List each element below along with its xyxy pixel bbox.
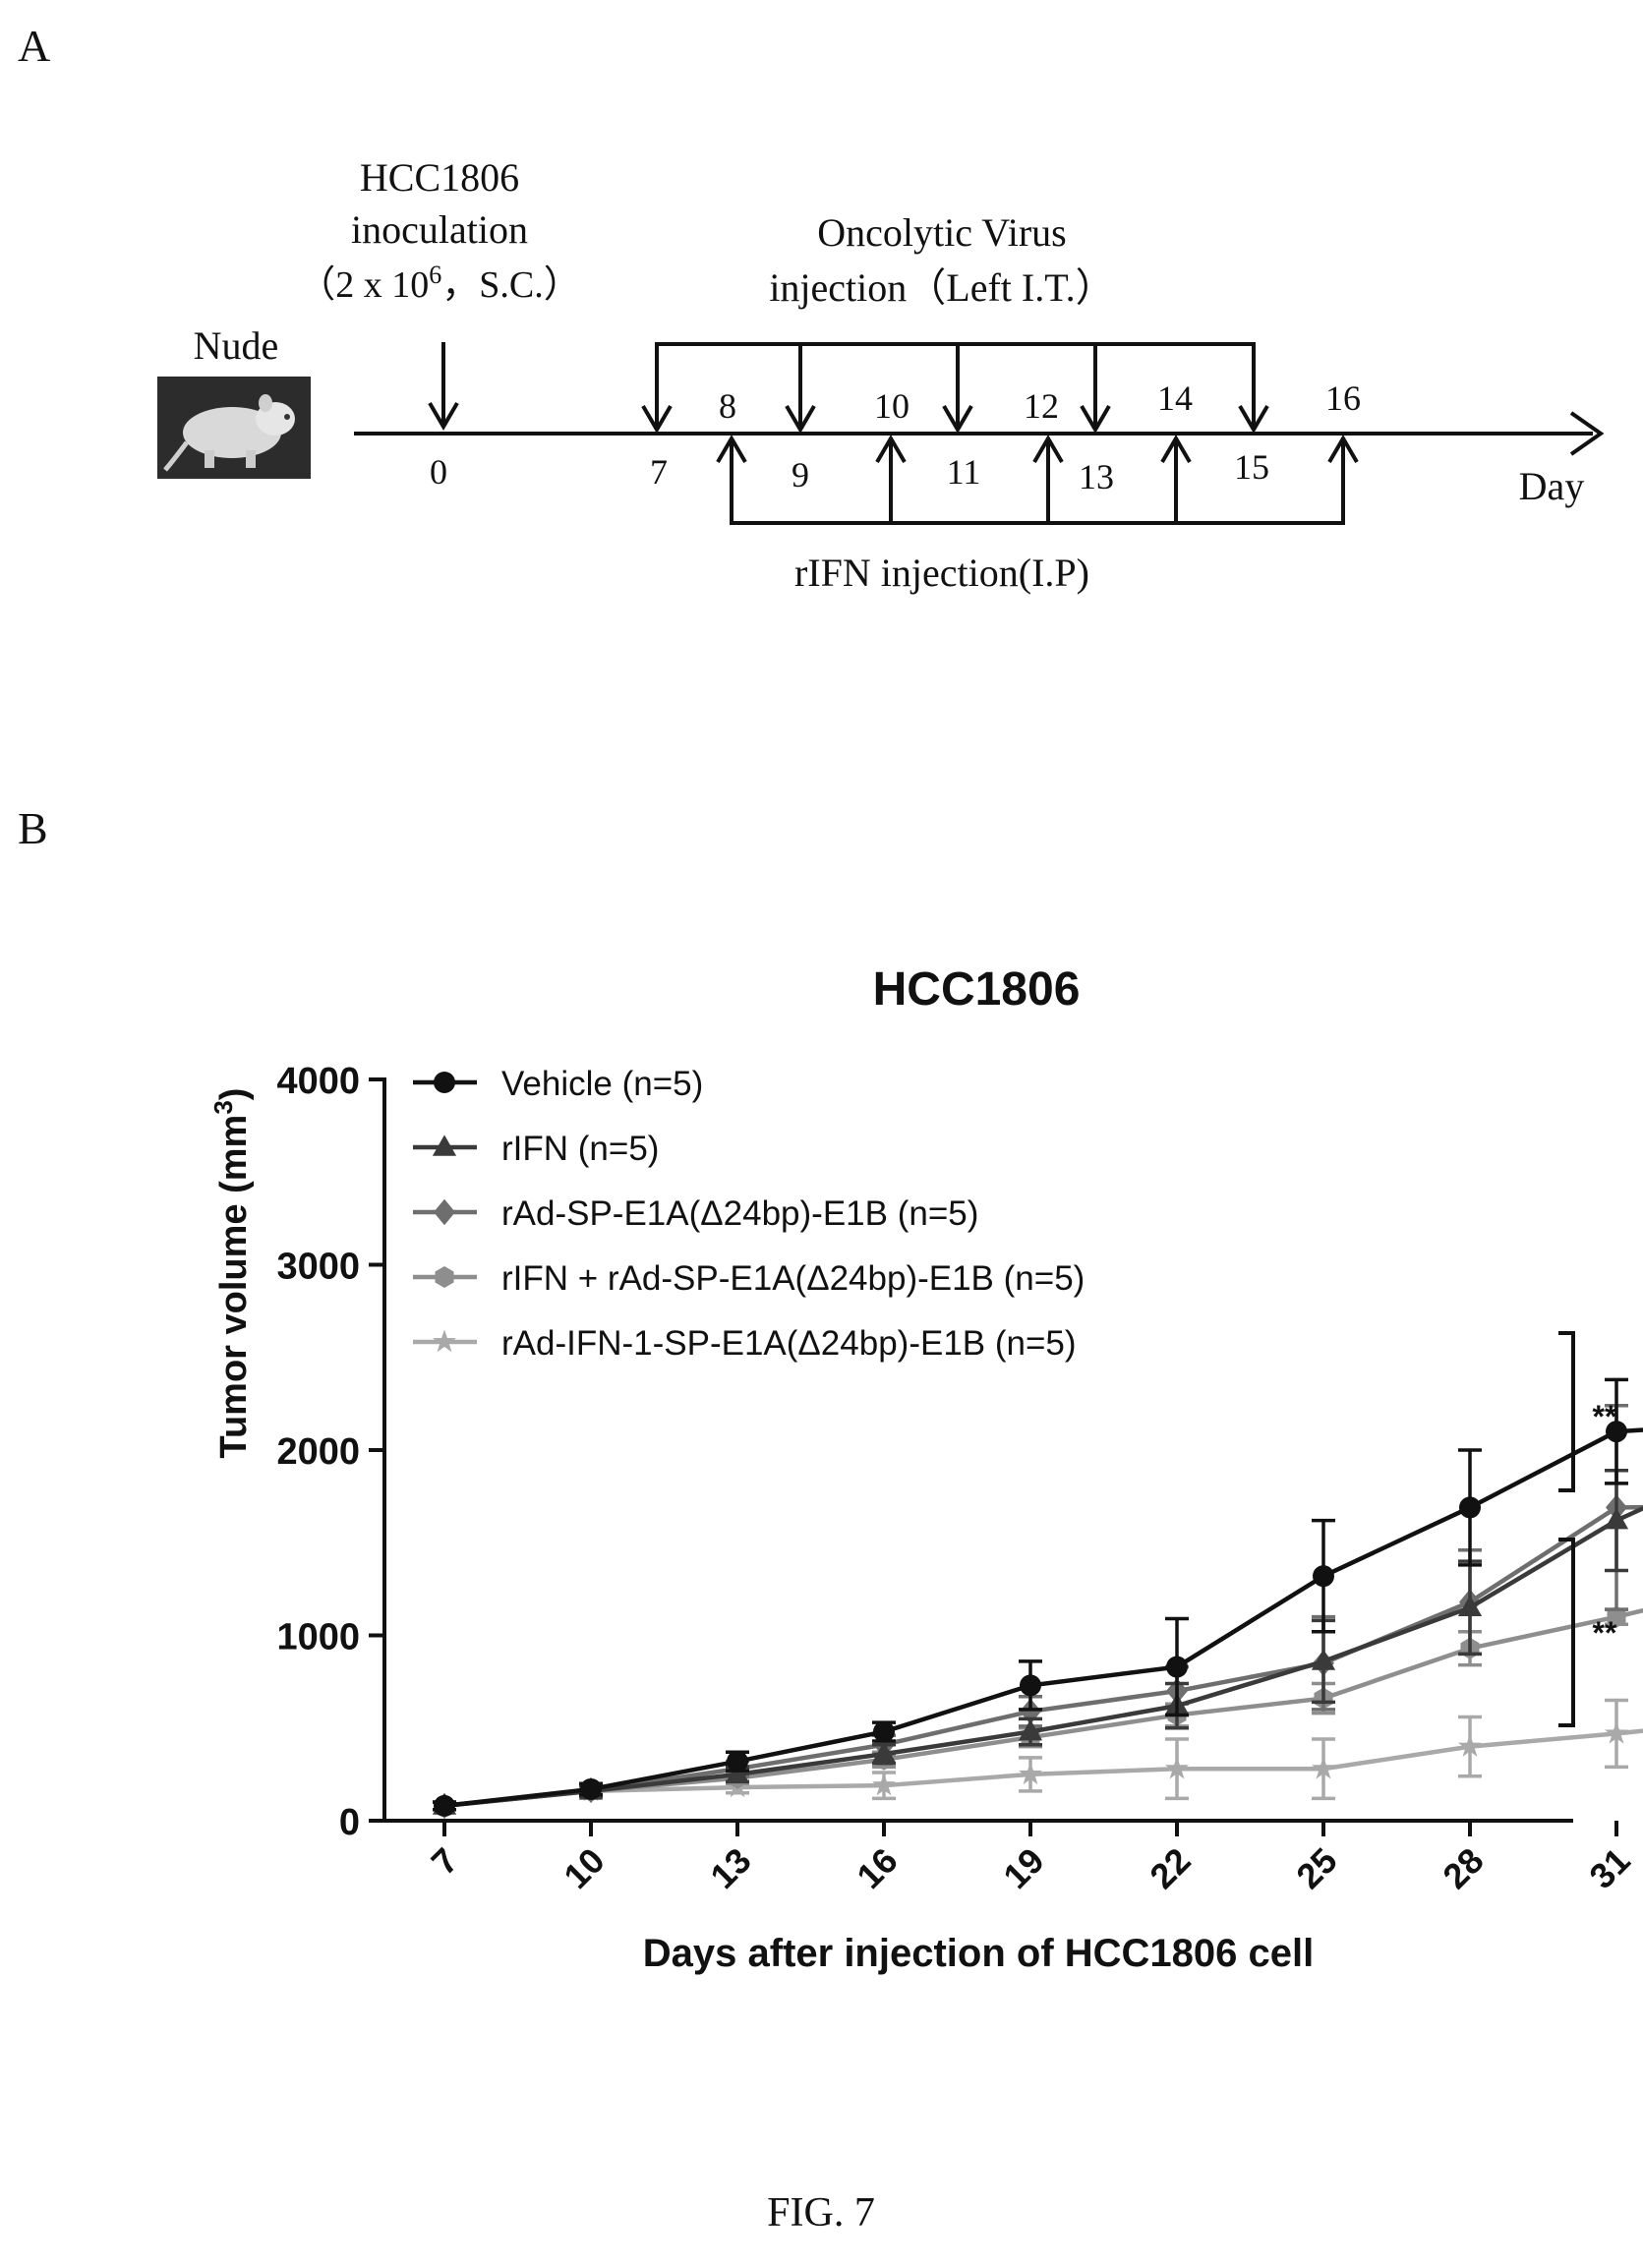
ifn-injection-label: rIFN injection(I.P) xyxy=(794,551,1089,595)
data-point xyxy=(1604,1507,1629,1530)
legend-label: rIFN (n=5) xyxy=(501,1130,659,1168)
lower-day-label: 13 xyxy=(1079,457,1114,496)
data-point xyxy=(580,1777,602,1800)
data-point xyxy=(727,1750,748,1773)
inoculation-arrow xyxy=(428,342,459,431)
upper-day-label: 12 xyxy=(1024,386,1059,426)
x-tick-label: 13 xyxy=(702,1840,758,1896)
x-tick-label: 16 xyxy=(849,1840,905,1896)
significance-label-lower: ** xyxy=(1593,1615,1617,1651)
data-point xyxy=(873,1720,895,1743)
panel-a-label: A xyxy=(18,21,50,71)
x-tick-label: 7 xyxy=(424,1840,466,1883)
nude-mouse-image xyxy=(157,377,311,479)
series-0 xyxy=(433,1377,1643,1817)
data-point xyxy=(1166,1656,1188,1678)
y-tick-label: 1000 xyxy=(276,1617,360,1658)
data-point xyxy=(871,1741,897,1763)
x-axis-ticks: 710131619222528313437 xyxy=(424,1821,1638,1896)
data-point xyxy=(871,1773,897,1796)
legend-label: rIFN + rAd-SP-E1A(Δ24bp)-E1B (n=5) xyxy=(501,1259,1085,1298)
data-point xyxy=(1311,1756,1336,1779)
inoculation-line1: HCC1806 xyxy=(360,155,519,200)
plot-area xyxy=(432,1377,1643,1820)
data-point xyxy=(1020,1674,1041,1697)
lower-day-label: 9 xyxy=(792,455,809,494)
timeline-axis xyxy=(354,411,1605,456)
virus-line1: Oncolytic Virus xyxy=(817,210,1067,255)
legend-label: rAd-IFN-1-SP-E1A(Δ24bp)-E1B (n=5) xyxy=(501,1324,1077,1363)
significance-bracket-lower xyxy=(1558,1538,1575,1727)
legend-marker xyxy=(435,1266,454,1288)
data-point xyxy=(1604,1720,1629,1744)
ifn-injection-bracket xyxy=(716,435,1359,525)
data-point xyxy=(434,1794,455,1817)
data-point xyxy=(1311,1649,1336,1670)
y-tick-label: 3000 xyxy=(276,1247,360,1288)
legend-marker xyxy=(432,1329,457,1353)
lower-day-label: 7 xyxy=(650,452,668,492)
data-point xyxy=(1459,1496,1481,1519)
y-axis-ticks: 0 1000 2000 3000 4000 xyxy=(276,1061,384,1843)
series-line xyxy=(443,1505,1643,1809)
upper-day-label: 10 xyxy=(874,386,910,426)
lower-day-label: 15 xyxy=(1234,447,1269,487)
x-tick-label: 25 xyxy=(1288,1840,1344,1896)
animal-label: Nude xyxy=(194,323,279,368)
legend-label: Vehicle (n=5) xyxy=(501,1065,703,1103)
x-tick-label: 22 xyxy=(1142,1840,1198,1896)
x-tick-label: 10 xyxy=(556,1840,612,1896)
upper-day-label: 8 xyxy=(719,386,736,426)
data-point xyxy=(1607,1605,1626,1628)
day-axis-label: Day xyxy=(1519,464,1585,508)
chart-legend: Vehicle (n=5) rIFN (n=5) rAd-SP-E1A(Δ24bp)… xyxy=(413,1065,1085,1363)
panel-b-label: B xyxy=(18,803,48,853)
figure-caption: FIG. 7 xyxy=(767,2190,875,2236)
inoculation-line3: （2 x 106，S.C.） xyxy=(298,261,581,306)
legend-marker xyxy=(434,1198,455,1226)
day-0-label: 0 xyxy=(430,452,447,492)
upper-day-label: 16 xyxy=(1325,378,1361,418)
x-tick-label: 19 xyxy=(995,1840,1051,1896)
virus-injection-bracket xyxy=(641,342,1269,434)
y-tick-label: 0 xyxy=(339,1802,360,1843)
legend-marker xyxy=(434,1072,455,1093)
x-tick-label: 28 xyxy=(1435,1840,1491,1896)
significance-bracket-upper xyxy=(1558,1331,1575,1492)
x-axis-title: Days after injection of HCC1806 cell xyxy=(643,1932,1314,1975)
data-point xyxy=(1606,1421,1627,1443)
series-line xyxy=(443,1607,1643,1809)
x-tick-label: 31 xyxy=(1581,1840,1637,1896)
data-point xyxy=(1018,1718,1043,1741)
inoculation-line2: inoculation xyxy=(351,207,528,252)
legend-label: rAd-SP-E1A(Δ24bp)-E1B (n=5) xyxy=(501,1194,978,1233)
chart-title: HCC1806 xyxy=(873,963,1081,1016)
lower-day-label: 11 xyxy=(947,452,981,492)
data-point xyxy=(1313,1565,1334,1588)
data-point xyxy=(1457,1733,1483,1757)
significance-label-upper: ** xyxy=(1593,1399,1617,1434)
y-axis-title: Tumor volume (mm3) xyxy=(208,1088,255,1459)
data-point xyxy=(1164,1756,1190,1779)
data-point xyxy=(1457,1595,1483,1617)
y-tick-label: 4000 xyxy=(276,1061,360,1102)
y-tick-label: 2000 xyxy=(276,1431,360,1473)
virus-line2: injection（Left I.T.） xyxy=(769,265,1114,310)
data-point xyxy=(725,1762,750,1783)
data-point xyxy=(1018,1762,1043,1785)
upper-day-label: 14 xyxy=(1157,378,1193,418)
series-1 xyxy=(432,1468,1643,1815)
chart-axes xyxy=(382,1077,1573,1823)
legend-marker xyxy=(432,1134,457,1156)
